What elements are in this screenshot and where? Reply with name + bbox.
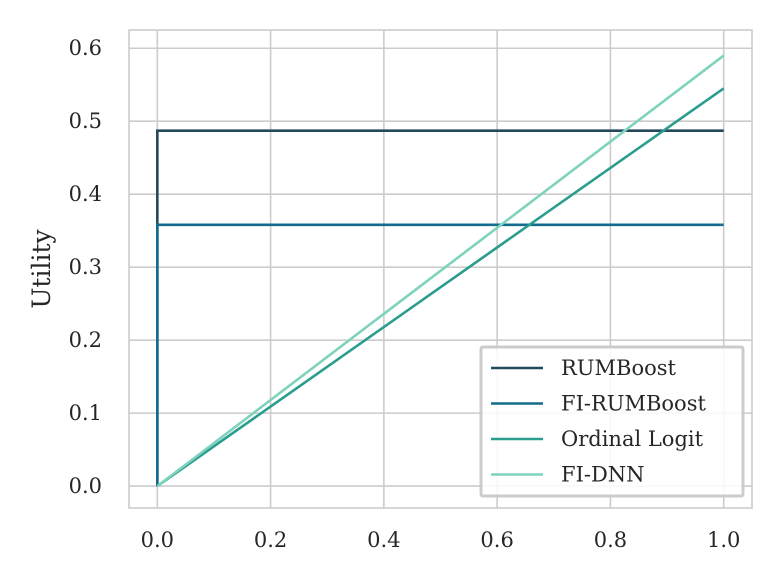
y-tick-label: 0.1 (69, 401, 102, 425)
legend-label-1: FI-RUMBoost (561, 392, 706, 416)
y-tick-label: 0.5 (69, 109, 102, 133)
legend: RUMBoost FI-RUMBoost Ordinal Logit FI-DNN (479, 345, 745, 498)
x-tick-label: 0.6 (480, 528, 513, 552)
x-tick-labels: 0.0 0.2 0.4 0.6 0.8 1.0 (141, 528, 741, 552)
plot-frame (128, 29, 753, 509)
legend-label-3: FI-DNN (561, 463, 645, 487)
series-lines (156, 54, 725, 488)
x-tick-label: 1.0 (707, 528, 740, 552)
y-tick-label: 0.3 (69, 255, 102, 279)
y-tick-label: 0.2 (69, 328, 102, 352)
x-tick-label: 0.4 (367, 528, 400, 552)
legend-label-0: RUMBoost (561, 356, 677, 380)
series-line-2 (156, 87, 725, 488)
series-line-1 (156, 223, 724, 487)
series-line-3 (156, 54, 725, 488)
y-tick-label: 0.4 (69, 182, 102, 206)
y-tick-labels: 0.0 0.1 0.2 0.3 0.4 0.5 0.6 (69, 36, 102, 498)
x-tick-label: 0.8 (594, 528, 627, 552)
legend-frame (479, 345, 745, 498)
y-axis-label: Utility (27, 228, 56, 308)
x-tick-label: 0.0 (141, 528, 174, 552)
x-tick-label: 0.2 (254, 528, 287, 552)
legend-label-2: Ordinal Logit (561, 427, 704, 451)
y-tick-label: 0.6 (69, 36, 102, 60)
grid-lines (129, 30, 752, 508)
y-tick-label: 0.0 (69, 474, 102, 498)
